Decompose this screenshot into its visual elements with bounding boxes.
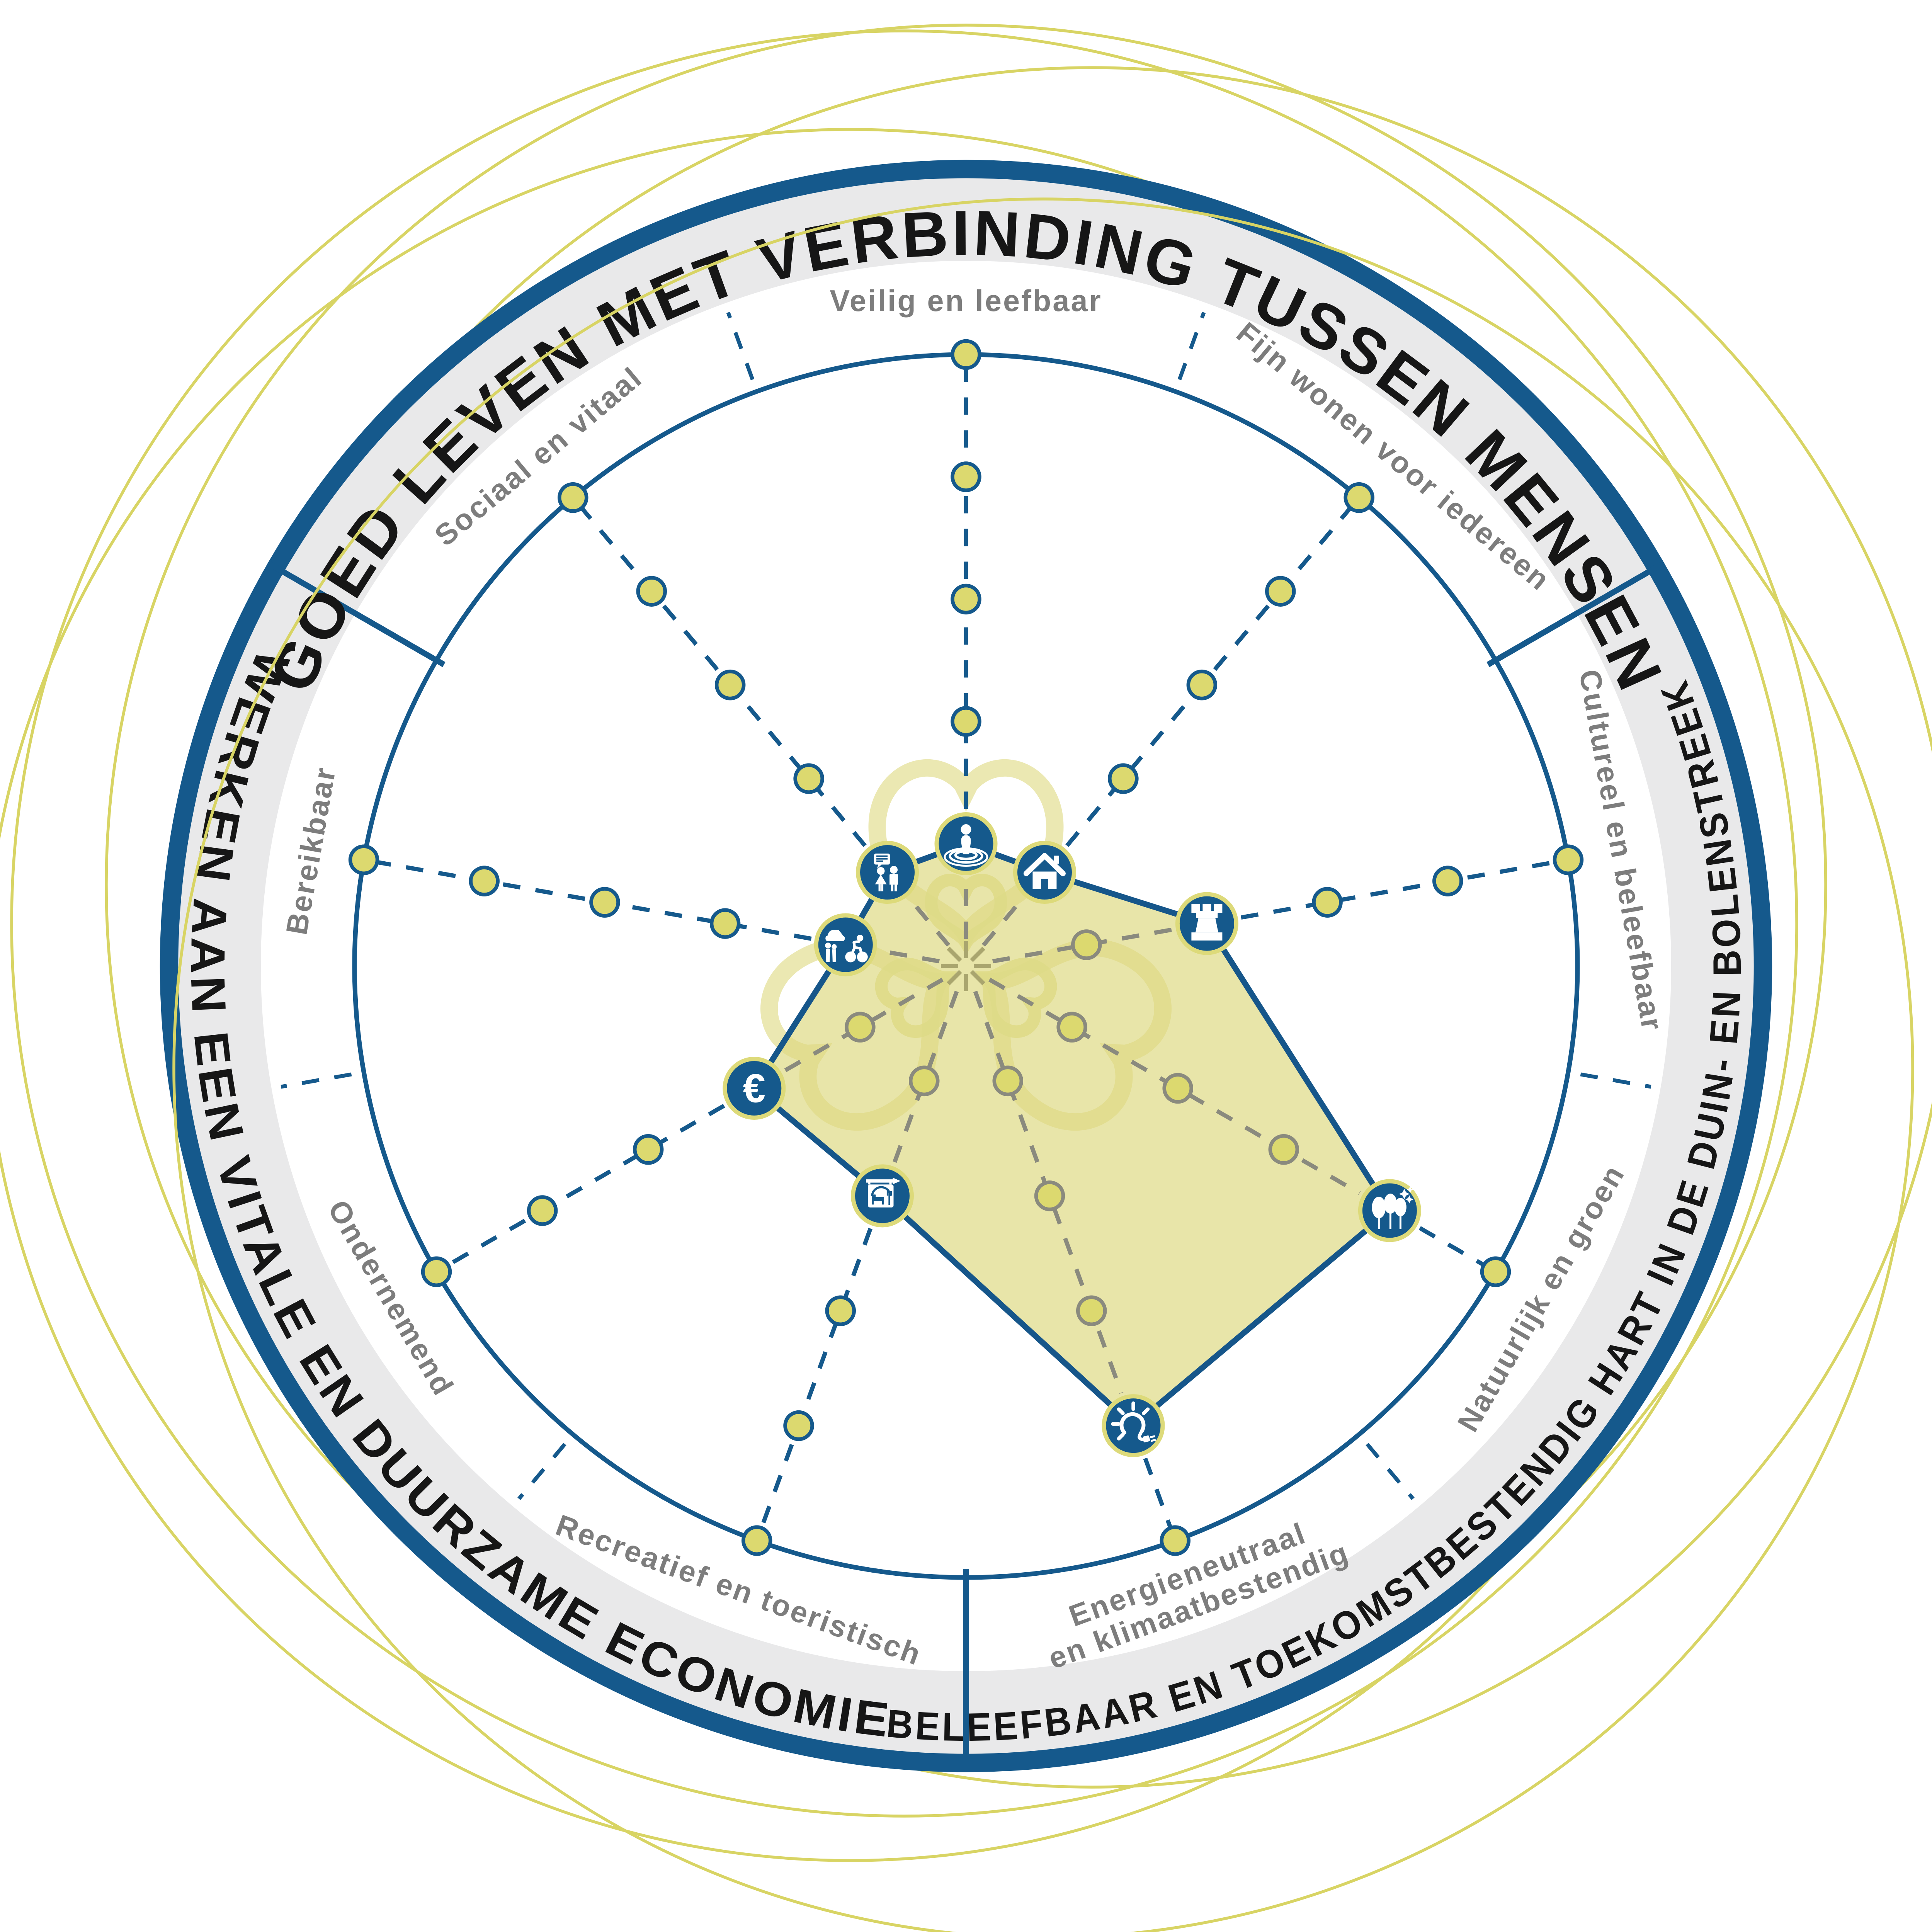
scale-dot: [951, 706, 981, 737]
flower-asterisk-ray: [970, 947, 985, 962]
icon-glyph: [874, 854, 898, 891]
decorative-circle: [10, 29, 1798, 1818]
scale-dot: [633, 1134, 664, 1165]
spoke: [981, 482, 1374, 947]
label-divider: [281, 1072, 352, 1089]
flower-asterisk-ray: [947, 947, 962, 962]
person-target-icon: [934, 812, 998, 876]
decorative-circles-over: [10, 29, 1914, 1932]
spoke-dashes-outer: [1143, 1458, 1176, 1538]
scale-dot: [558, 482, 588, 513]
label-divider: [726, 311, 755, 381]
spoke: [558, 482, 951, 947]
castle-tower-icon: [1175, 892, 1238, 955]
flower-asterisk-ray: [970, 970, 985, 985]
spoke: [742, 990, 959, 1556]
icon-glyph: [944, 824, 988, 867]
label-divider: [1366, 1442, 1415, 1500]
scale-dot: [1265, 576, 1296, 607]
scale-dot: [1186, 669, 1218, 701]
label-divider: [1580, 1072, 1651, 1089]
spoke: [348, 844, 940, 964]
score-polygon: [754, 844, 1390, 1426]
spoke-dashes-inner: [879, 949, 940, 964]
scale-dot: [1344, 482, 1374, 513]
scale-dot: [1312, 887, 1343, 918]
scale-dot: [421, 1256, 452, 1287]
spoke: [992, 844, 1584, 964]
flower-asterisk-ray: [947, 970, 962, 985]
icon-glyph: [825, 930, 868, 963]
scale-dot: [951, 339, 981, 370]
scale-dot: [527, 1195, 558, 1226]
euro-icon: €: [723, 1056, 786, 1120]
decorative-circle: [172, 197, 1914, 1932]
spoke-dashes-outer: [756, 1228, 872, 1538]
scale-dot: [1268, 1134, 1299, 1165]
scale-dot: [951, 461, 981, 492]
icon-glyph: [1372, 1186, 1413, 1229]
scale-dot: [1160, 1525, 1190, 1556]
scale-dot: [951, 583, 981, 615]
scale-dot: [1076, 1295, 1107, 1326]
spoke-label: Veilig en leefbaar: [830, 284, 1102, 318]
scale-dot: [793, 763, 824, 794]
score-polygon-outline: [751, 841, 1393, 1429]
icon-glyph: [1023, 853, 1066, 889]
scale-dot: [1071, 929, 1102, 960]
lodging-sign-icon: [851, 1164, 914, 1228]
scale-dot: [589, 887, 620, 918]
icon-circle: [814, 913, 877, 976]
svg-text:€: €: [743, 1066, 765, 1111]
scale-dot: [636, 576, 667, 607]
icon-circle: [856, 841, 919, 904]
icon-glyph: €: [743, 1066, 765, 1111]
scale-dot: [909, 1065, 940, 1097]
scale-dot: [742, 1525, 772, 1556]
scale-dot: [714, 669, 746, 701]
spoke-dashes-inner: [981, 897, 1024, 947]
scale-dot: [1162, 1073, 1193, 1104]
spoke-dashes-outer: [1241, 858, 1565, 920]
spoke-dashes-outer: [439, 1104, 725, 1272]
people-talking-icon: [856, 841, 919, 904]
lightbulb-plug-icon: [1102, 1394, 1165, 1458]
scale-dot: [709, 908, 741, 939]
spoke: [951, 339, 981, 939]
scale-dot: [348, 844, 379, 875]
icon-glyph: [1111, 1401, 1156, 1442]
scale-dot: [1432, 866, 1463, 896]
scale-dot: [1056, 1012, 1087, 1043]
scale-dot: [825, 1295, 856, 1326]
car-bicycle-icon: [814, 913, 877, 976]
spoke: [973, 990, 1190, 1556]
label-divider: [1177, 311, 1206, 381]
scale-dot: [1480, 1256, 1511, 1287]
scale-dot: [845, 1012, 876, 1043]
scale-dot: [1034, 1180, 1065, 1211]
scale-dot: [1553, 844, 1584, 875]
spoke-dashes-outer: [1418, 1226, 1493, 1272]
scale-dot: [1108, 763, 1139, 794]
icon-glyph: [866, 1177, 901, 1208]
scale-dot: [992, 1065, 1023, 1097]
scale-dot: [469, 866, 500, 896]
icon-glyph: [1191, 904, 1223, 941]
label-divider: [517, 1442, 566, 1500]
spoke: [988, 978, 1511, 1287]
spoke: [421, 978, 944, 1287]
scale-dot: [783, 1410, 814, 1441]
house-icon: [1013, 841, 1076, 904]
trees-stars-icon: [1358, 1179, 1421, 1242]
sector-divider: [1486, 561, 1665, 667]
spoke-dashes-inner: [908, 897, 951, 947]
icon-circle: [723, 1056, 786, 1120]
sector-divider: [267, 561, 446, 667]
